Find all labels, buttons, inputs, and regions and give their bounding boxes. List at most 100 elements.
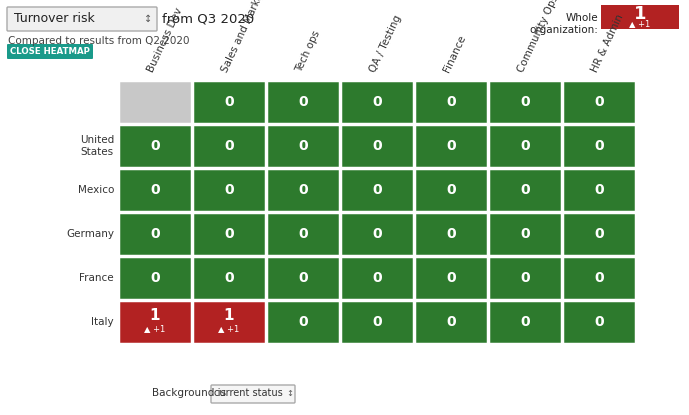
Text: France: France <box>79 273 114 283</box>
Bar <box>563 125 635 167</box>
Text: Business Dev: Business Dev <box>146 6 185 74</box>
Text: 0: 0 <box>372 315 382 329</box>
Bar <box>415 169 487 211</box>
Bar <box>193 125 265 167</box>
Text: Mexico: Mexico <box>78 185 114 195</box>
Bar <box>341 169 413 211</box>
Bar <box>119 257 191 299</box>
Bar <box>563 169 635 211</box>
Text: QA / Testing: QA / Testing <box>368 13 403 74</box>
Text: 0: 0 <box>372 95 382 109</box>
Bar <box>193 213 265 255</box>
Bar <box>267 301 339 343</box>
Bar <box>193 301 265 343</box>
Text: Finance: Finance <box>442 34 468 74</box>
Text: 0: 0 <box>520 183 530 197</box>
Bar <box>489 125 561 167</box>
Bar <box>489 169 561 211</box>
FancyBboxPatch shape <box>7 7 157 31</box>
Bar <box>563 257 635 299</box>
Bar <box>415 125 487 167</box>
Bar <box>193 169 265 211</box>
Text: Italy: Italy <box>92 317 114 327</box>
Bar <box>341 213 413 255</box>
Text: 0: 0 <box>298 139 308 153</box>
Text: 0: 0 <box>446 227 456 241</box>
Text: Germany: Germany <box>66 229 114 239</box>
Text: 0: 0 <box>520 227 530 241</box>
Text: Tech ops: Tech ops <box>294 29 322 74</box>
Bar <box>341 301 413 343</box>
Bar <box>267 257 339 299</box>
FancyBboxPatch shape <box>211 385 295 403</box>
Bar <box>489 301 561 343</box>
Text: 1: 1 <box>224 308 234 324</box>
Text: 0: 0 <box>298 227 308 241</box>
Bar <box>341 81 413 123</box>
Text: HR & Admin: HR & Admin <box>590 13 626 74</box>
Text: 0: 0 <box>224 271 234 285</box>
Bar <box>341 125 413 167</box>
Bar <box>563 213 635 255</box>
Text: 0: 0 <box>224 227 234 241</box>
Text: current status: current status <box>214 388 282 398</box>
Text: Background is: Background is <box>152 388 226 398</box>
Text: from Q3 2020: from Q3 2020 <box>162 12 254 25</box>
Text: 0: 0 <box>372 271 382 285</box>
Text: 0: 0 <box>224 95 234 109</box>
Text: 0: 0 <box>150 227 160 241</box>
FancyBboxPatch shape <box>7 44 93 59</box>
Text: ▲ +1: ▲ +1 <box>218 325 240 334</box>
Text: 0: 0 <box>298 271 308 285</box>
Bar <box>119 169 191 211</box>
Text: 0: 0 <box>594 95 604 109</box>
Text: Compared to results from Q2 2020: Compared to results from Q2 2020 <box>8 36 189 46</box>
Bar <box>415 81 487 123</box>
Text: 0: 0 <box>372 183 382 197</box>
Bar <box>563 81 635 123</box>
Text: 0: 0 <box>446 271 456 285</box>
Text: United
States: United States <box>80 135 114 157</box>
Text: 0: 0 <box>298 95 308 109</box>
Text: 0: 0 <box>594 183 604 197</box>
Text: 1: 1 <box>150 308 161 324</box>
Bar <box>119 213 191 255</box>
Bar <box>563 301 635 343</box>
Text: Turnover risk: Turnover risk <box>14 12 95 25</box>
Text: 0: 0 <box>520 315 530 329</box>
Bar <box>193 81 265 123</box>
Text: 0: 0 <box>372 227 382 241</box>
Bar <box>119 125 191 167</box>
Text: Sales and Marketing: Sales and Marketing <box>220 0 274 74</box>
Text: 0: 0 <box>150 271 160 285</box>
Text: 0: 0 <box>224 183 234 197</box>
Bar <box>267 125 339 167</box>
Bar <box>119 301 191 343</box>
Text: ▲ +1: ▲ +1 <box>629 20 650 29</box>
Text: 0: 0 <box>594 315 604 329</box>
Text: 0: 0 <box>446 95 456 109</box>
Text: 0: 0 <box>594 139 604 153</box>
Text: 0: 0 <box>150 139 160 153</box>
Bar <box>341 257 413 299</box>
Text: ▲ +1: ▲ +1 <box>145 325 165 334</box>
Text: 0: 0 <box>520 139 530 153</box>
Bar <box>267 169 339 211</box>
Text: CLOSE HEATMAP: CLOSE HEATMAP <box>10 47 90 56</box>
Bar <box>489 213 561 255</box>
Text: 0: 0 <box>594 271 604 285</box>
Bar <box>267 213 339 255</box>
Bar <box>267 81 339 123</box>
Text: 0: 0 <box>594 227 604 241</box>
Bar <box>415 213 487 255</box>
Text: ↕: ↕ <box>144 14 152 24</box>
Bar <box>601 5 679 29</box>
Text: 0: 0 <box>224 139 234 153</box>
Text: 0: 0 <box>446 139 456 153</box>
Bar <box>489 81 561 123</box>
Text: 0: 0 <box>520 271 530 285</box>
Bar <box>193 257 265 299</box>
Bar <box>119 81 191 123</box>
Text: 0: 0 <box>446 183 456 197</box>
Text: 0: 0 <box>298 183 308 197</box>
